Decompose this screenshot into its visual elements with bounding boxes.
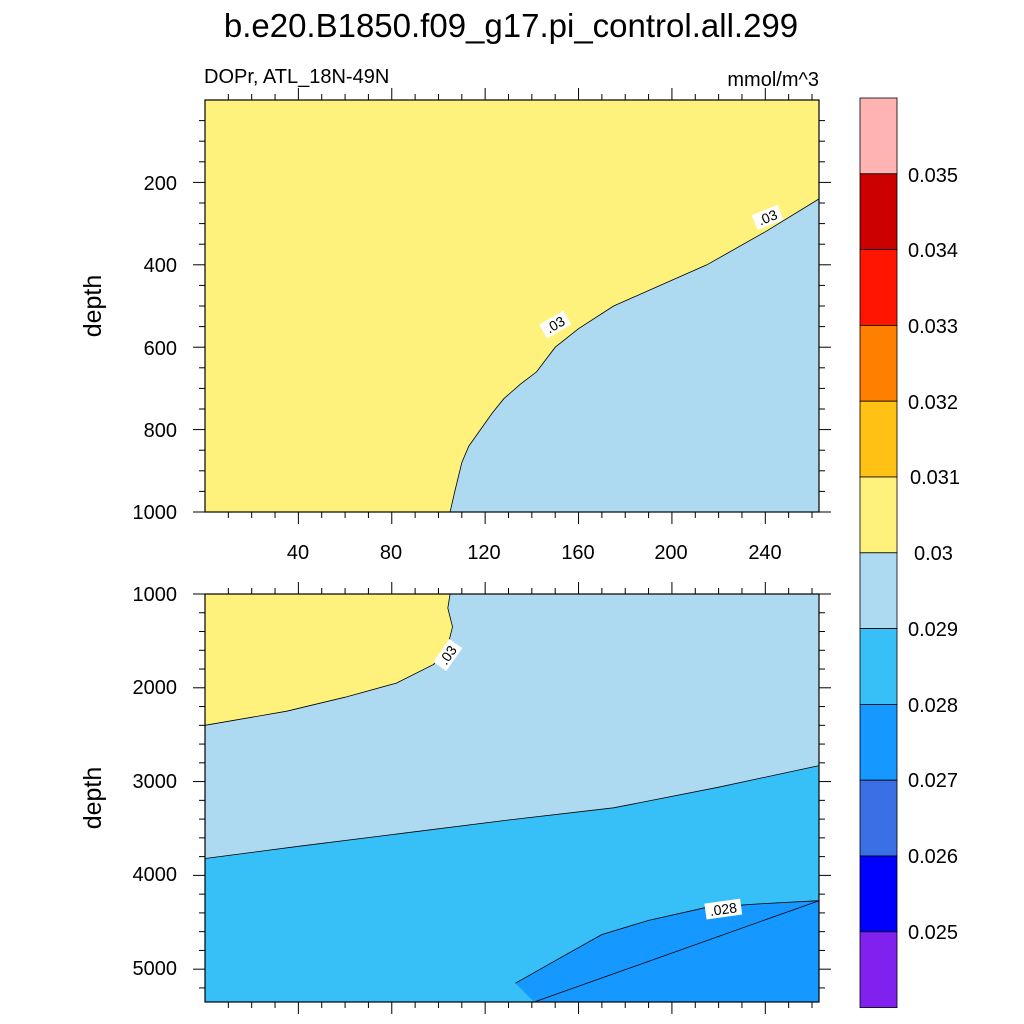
upper-panel: .03.03 200 400 600 800 1000 40 80 120 16… (79, 88, 831, 564)
upper-region-0.029-0.03 (450, 198, 819, 512)
colorbar-swatch (859, 704, 898, 781)
upper-ytick-label-600: 600 (144, 338, 177, 360)
colorbar-swatch (859, 249, 898, 326)
colorbar-label-0.027: 0.027 (908, 770, 958, 792)
upper-xtick-label-80: 80 (380, 542, 402, 564)
colorbar-swatch (859, 400, 898, 478)
colorbar-swatch (859, 779, 898, 857)
lower-ytick-label-3000: 3000 (133, 771, 178, 793)
upper-contour-0.03 (449, 198, 820, 513)
colorbar-swatch (859, 855, 898, 933)
colorbar-label-0.029: 0.029 (908, 619, 958, 641)
chart-title: b.e20.B1850.f09_g17.pi_control.all.299 (224, 7, 798, 44)
upper-xtick-label-240: 240 (748, 542, 781, 564)
contour-label-text: .028 (709, 899, 738, 919)
upper-ytick-label-200: 200 (144, 173, 177, 195)
lower-panel: .03.028 1000 2000 3000 4000 5000 depth (79, 582, 831, 1014)
colorbar-label-0.03: 0.03 (914, 543, 953, 565)
upper-y-axis-title: depth (79, 275, 107, 338)
upper-frame (204, 99, 820, 513)
lower-region-0.03-0.031 (205, 594, 453, 726)
lower-ytick-label-4000: 4000 (133, 864, 178, 886)
colorbar-label-0.028: 0.028 (908, 695, 958, 717)
contour-label-text: .03 (756, 206, 780, 228)
colorbar-label-0.032: 0.032 (908, 392, 958, 414)
units-label: mmol/m^3 (727, 69, 819, 91)
lower-frame (204, 593, 820, 1003)
colorbar-label-0.025: 0.025 (908, 922, 958, 944)
lower-contour-0.029 (204, 765, 820, 859)
lower-ytick-label-1000: 1000 (133, 584, 178, 606)
colorbar-label-0.033: 0.033 (908, 316, 958, 338)
colorbar-swatch (859, 931, 898, 1008)
upper-xtick-label-160: 160 (561, 542, 594, 564)
colorbar-label-0.034: 0.034 (908, 240, 958, 262)
colorbar: 0.025 0.026 0.027 0.028 0.029 0.03 0.031… (859, 97, 960, 1008)
contour-label: .03 (751, 204, 784, 231)
upper-xtick-label-40: 40 (287, 542, 309, 564)
colorbar-label-0.031: 0.031 (910, 467, 960, 489)
lower-contour-0.028 (515, 900, 820, 1003)
colorbar-swatches (859, 97, 898, 1008)
upper-xtick-label-200: 200 (654, 542, 687, 564)
lower-region-0.027-0.028 (515, 900, 819, 1002)
lower-ytick-label-2000: 2000 (133, 677, 178, 699)
colorbar-swatch (859, 97, 898, 175)
upper-contour-labels: .03.03 (539, 204, 784, 339)
colorbar-swatch (859, 476, 898, 554)
lower-y-axis-title: depth (79, 767, 107, 830)
colorbar-label-0.035: 0.035 (908, 165, 958, 187)
colorbar-swatch (859, 173, 898, 251)
colorbar-swatch (859, 552, 898, 629)
upper-xtick-label-120: 120 (467, 542, 500, 564)
colorbar-swatch (859, 628, 898, 705)
colorbar-swatch (859, 324, 898, 402)
upper-axis-ticks (193, 88, 831, 524)
colorbar-label-0.026: 0.026 (908, 846, 958, 868)
contour-label: .028 (704, 898, 743, 920)
upper-ytick-label-400: 400 (144, 255, 177, 277)
variable-region-label: DOPr, ATL_18N-49N (204, 66, 389, 88)
upper-ytick-label-1000: 1000 (133, 502, 178, 524)
lower-axis-ticks (193, 582, 831, 1014)
lower-ytick-label-5000: 5000 (133, 958, 178, 980)
lower-contour-0.03 (204, 593, 453, 726)
upper-ytick-label-800: 800 (144, 420, 177, 442)
